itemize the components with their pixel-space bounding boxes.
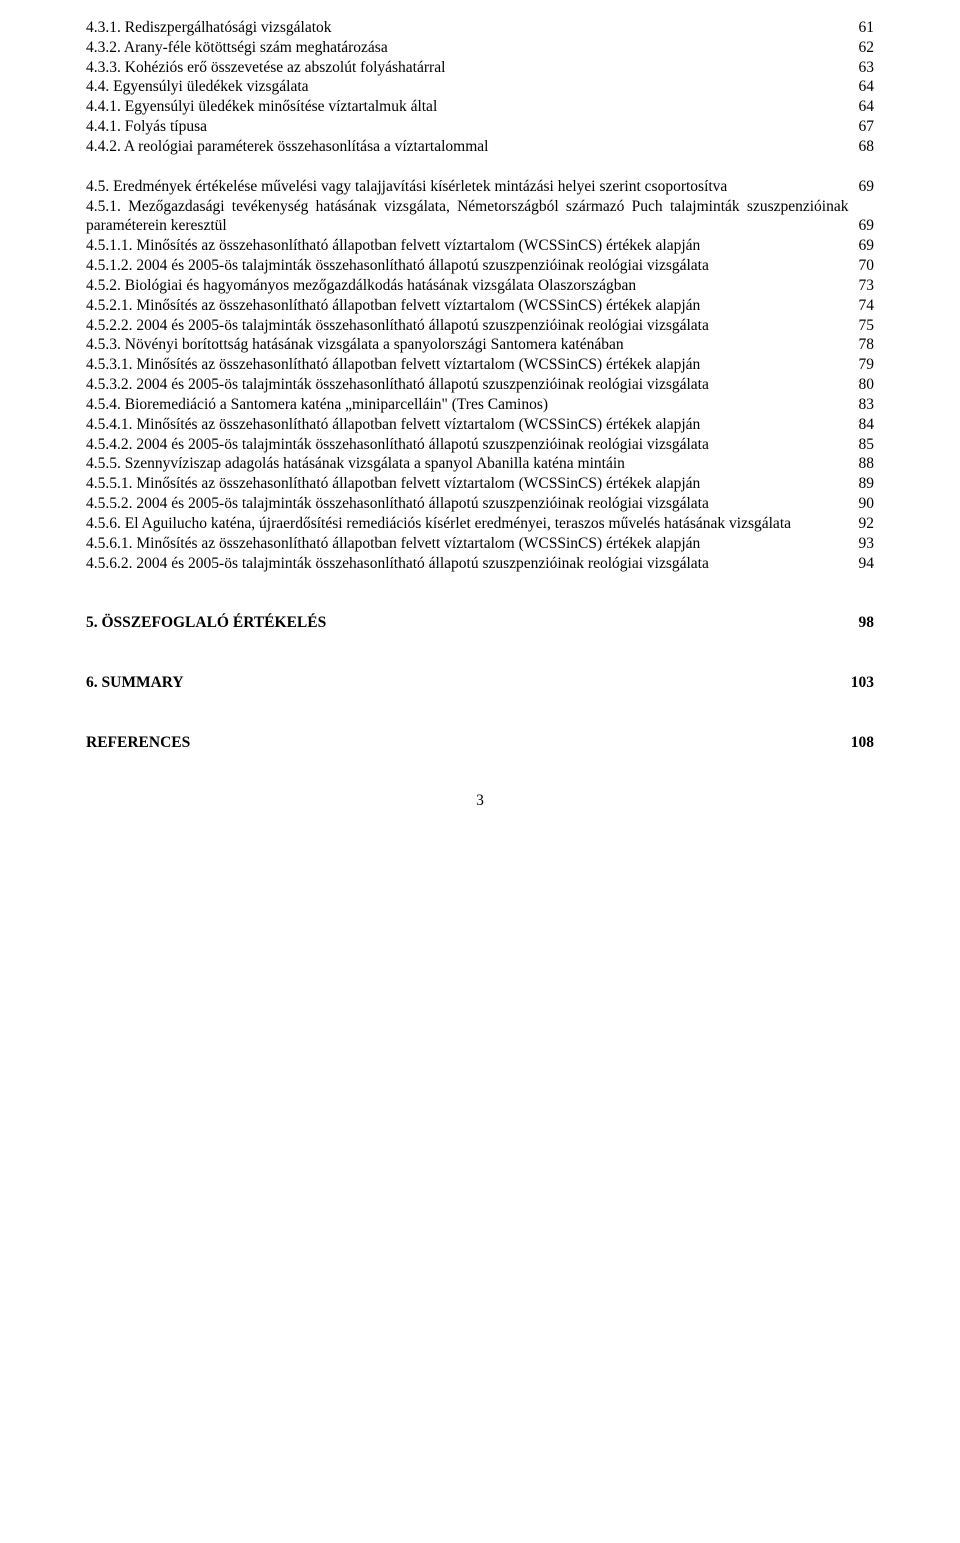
- toc-entry-page: 68: [859, 137, 875, 157]
- toc-entry-page: 92: [859, 514, 875, 534]
- toc-entry-page: 78: [859, 335, 875, 355]
- toc-entry-title: 4.4. Egyensúlyi üledékek vizsgálata: [86, 77, 859, 97]
- toc-entry-page: 103: [851, 673, 874, 693]
- toc-entry: 4.5.1.1. Minősítés az összehasonlítható …: [86, 236, 874, 256]
- toc-entry-page: 73: [859, 276, 875, 296]
- toc-entry: 4.5.5. Szennyvíziszap adagolás hatásának…: [86, 454, 874, 474]
- toc-entry: 4.5.1. Mezőgazdasági tevékenység hatásán…: [86, 197, 874, 237]
- toc-entry-page: 62: [859, 38, 875, 58]
- toc-entry: 6. SUMMARY103: [86, 673, 874, 693]
- toc-entry-page: 84: [859, 415, 875, 435]
- toc-entry-page: 69: [859, 236, 875, 256]
- toc-entry-page: 64: [859, 77, 875, 97]
- toc-entry: 4.5.1.2. 2004 és 2005-ös talajminták öss…: [86, 256, 874, 276]
- toc-entry-title: 4.4.1. Egyensúlyi üledékek minősítése ví…: [86, 97, 859, 117]
- toc-entry-title: 4.3.3. Kohéziós erő összevetése az abszo…: [86, 58, 859, 78]
- section-gap: [86, 157, 874, 177]
- toc-entry: 4.5.2.1. Minősítés az összehasonlítható …: [86, 296, 874, 316]
- toc-entry-page: 63: [859, 58, 875, 78]
- toc-entry-page: 69: [859, 216, 875, 236]
- toc-entry-page: 70: [859, 256, 875, 276]
- toc-entry-title: 4.5.6.2. 2004 és 2005-ös talajminták öss…: [86, 554, 859, 574]
- toc-entry: 4.5.5.1. Minősítés az összehasonlítható …: [86, 474, 874, 494]
- toc-entry-title: 5. ÖSSZEFOGLALÓ ÉRTÉKELÉS: [86, 613, 859, 633]
- toc-entry-page: 98: [859, 613, 875, 633]
- toc-entry-title: REFERENCES: [86, 733, 851, 753]
- toc-entry-title: 4.5.5.1. Minősítés az összehasonlítható …: [86, 474, 859, 494]
- toc-entry: 4.5. Eredmények értékelése művelési vagy…: [86, 177, 874, 197]
- toc-entry: 4.5.3.1. Minősítés az összehasonlítható …: [86, 355, 874, 375]
- toc-entry: 4.4. Egyensúlyi üledékek vizsgálata64: [86, 77, 874, 97]
- page-number: 3: [86, 791, 874, 811]
- toc-entry: 4.5.2. Biológiai és hagyományos mezőgazd…: [86, 276, 874, 296]
- toc-entry-page: 75: [859, 316, 875, 336]
- toc-entry-title: 4.5.2.1. Minősítés az összehasonlítható …: [86, 296, 859, 316]
- toc-entry-title: 4.5.5. Szennyvíziszap adagolás hatásának…: [86, 454, 859, 474]
- toc-entry: 4.5.6. El Aguilucho katéna, újraerdősíté…: [86, 514, 874, 534]
- toc-entry-page: 61: [859, 18, 875, 38]
- toc-entry-title: 4.5.3.1. Minősítés az összehasonlítható …: [86, 355, 859, 375]
- section-gap: [86, 693, 874, 733]
- toc-entry-page: 80: [859, 375, 875, 395]
- toc-entry: 4.4.1. Folyás típusa67: [86, 117, 874, 137]
- toc-entry: 4.5.4. Bioremediáció a Santomera katéna …: [86, 395, 874, 415]
- toc-entry-title: 4.5.4.2. 2004 és 2005-ös talajminták öss…: [86, 435, 859, 455]
- toc-entry: 4.5.6.2. 2004 és 2005-ös talajminták öss…: [86, 554, 874, 574]
- toc-entry-title: 4.5.1.1. Minősítés az összehasonlítható …: [86, 236, 859, 256]
- toc-entry-title: 4.5.3. Növényi borítottság hatásának viz…: [86, 335, 859, 355]
- toc-entry-page: 85: [859, 435, 875, 455]
- toc-entry: 4.5.3. Növényi borítottság hatásának viz…: [86, 335, 874, 355]
- toc-entry: 4.5.2.2. 2004 és 2005-ös talajminták öss…: [86, 316, 874, 336]
- toc-entry-title: 4.5.1.2. 2004 és 2005-ös talajminták öss…: [86, 256, 859, 276]
- toc-entry-page: 74: [859, 296, 875, 316]
- toc-entry-page: 79: [859, 355, 875, 375]
- toc-entry-title: 4.5.2.2. 2004 és 2005-ös talajminták öss…: [86, 316, 859, 336]
- table-of-contents: 4.3.1. Rediszpergálhatósági vizsgálatok6…: [86, 18, 874, 753]
- section-gap: [86, 573, 874, 613]
- toc-entry-title: 4.3.2. Arany-féle kötöttségi szám meghat…: [86, 38, 859, 58]
- toc-entry-title: 4.5.5.2. 2004 és 2005-ös talajminták öss…: [86, 494, 859, 514]
- toc-entry-title: 6. SUMMARY: [86, 673, 851, 693]
- toc-entry-title: 4.5.3.2. 2004 és 2005-ös talajminták öss…: [86, 375, 859, 395]
- toc-entry: 4.5.3.2. 2004 és 2005-ös talajminták öss…: [86, 375, 874, 395]
- toc-entry-page: 93: [859, 534, 875, 554]
- toc-entry-title: 4.3.1. Rediszpergálhatósági vizsgálatok: [86, 18, 859, 38]
- toc-entry-page: 89: [859, 474, 875, 494]
- toc-entry-title: 4.5.4.1. Minősítés az összehasonlítható …: [86, 415, 859, 435]
- toc-entry-title: 4.5.4. Bioremediáció a Santomera katéna …: [86, 395, 859, 415]
- toc-entry-page: 67: [859, 117, 875, 137]
- toc-entry-page: 108: [851, 733, 874, 753]
- toc-entry: 4.3.3. Kohéziós erő összevetése az abszo…: [86, 58, 874, 78]
- toc-entry-title: 4.5.2. Biológiai és hagyományos mezőgazd…: [86, 276, 859, 296]
- toc-entry-page: 83: [859, 395, 875, 415]
- toc-entry-title: 4.5.6. El Aguilucho katéna, újraerdősíté…: [86, 514, 859, 534]
- toc-entry-page: 69: [859, 177, 875, 197]
- toc-entry: 5. ÖSSZEFOGLALÓ ÉRTÉKELÉS98: [86, 613, 874, 633]
- section-gap: [86, 633, 874, 673]
- toc-entry: 4.4.2. A reológiai paraméterek összehaso…: [86, 137, 874, 157]
- toc-entry: 4.4.1. Egyensúlyi üledékek minősítése ví…: [86, 97, 874, 117]
- toc-entry-title: 4.4.2. A reológiai paraméterek összehaso…: [86, 137, 859, 157]
- toc-entry-page: 90: [859, 494, 875, 514]
- toc-entry: REFERENCES108: [86, 733, 874, 753]
- toc-entry-title: 4.4.1. Folyás típusa: [86, 117, 859, 137]
- toc-entry: 4.5.5.2. 2004 és 2005-ös talajminták öss…: [86, 494, 874, 514]
- toc-entry-title: 4.5.1. Mezőgazdasági tevékenység hatásán…: [86, 197, 859, 237]
- toc-entry-title: 4.5. Eredmények értékelése művelési vagy…: [86, 177, 859, 197]
- toc-entry-title: 4.5.6.1. Minősítés az összehasonlítható …: [86, 534, 859, 554]
- toc-entry-page: 88: [859, 454, 875, 474]
- toc-entry-page: 64: [859, 97, 875, 117]
- toc-entry: 4.5.4.1. Minősítés az összehasonlítható …: [86, 415, 874, 435]
- toc-entry: 4.3.1. Rediszpergálhatósági vizsgálatok6…: [86, 18, 874, 38]
- toc-entry: 4.3.2. Arany-féle kötöttségi szám meghat…: [86, 38, 874, 58]
- toc-entry: 4.5.4.2. 2004 és 2005-ös talajminták öss…: [86, 435, 874, 455]
- toc-entry: 4.5.6.1. Minősítés az összehasonlítható …: [86, 534, 874, 554]
- toc-entry-page: 94: [859, 554, 875, 574]
